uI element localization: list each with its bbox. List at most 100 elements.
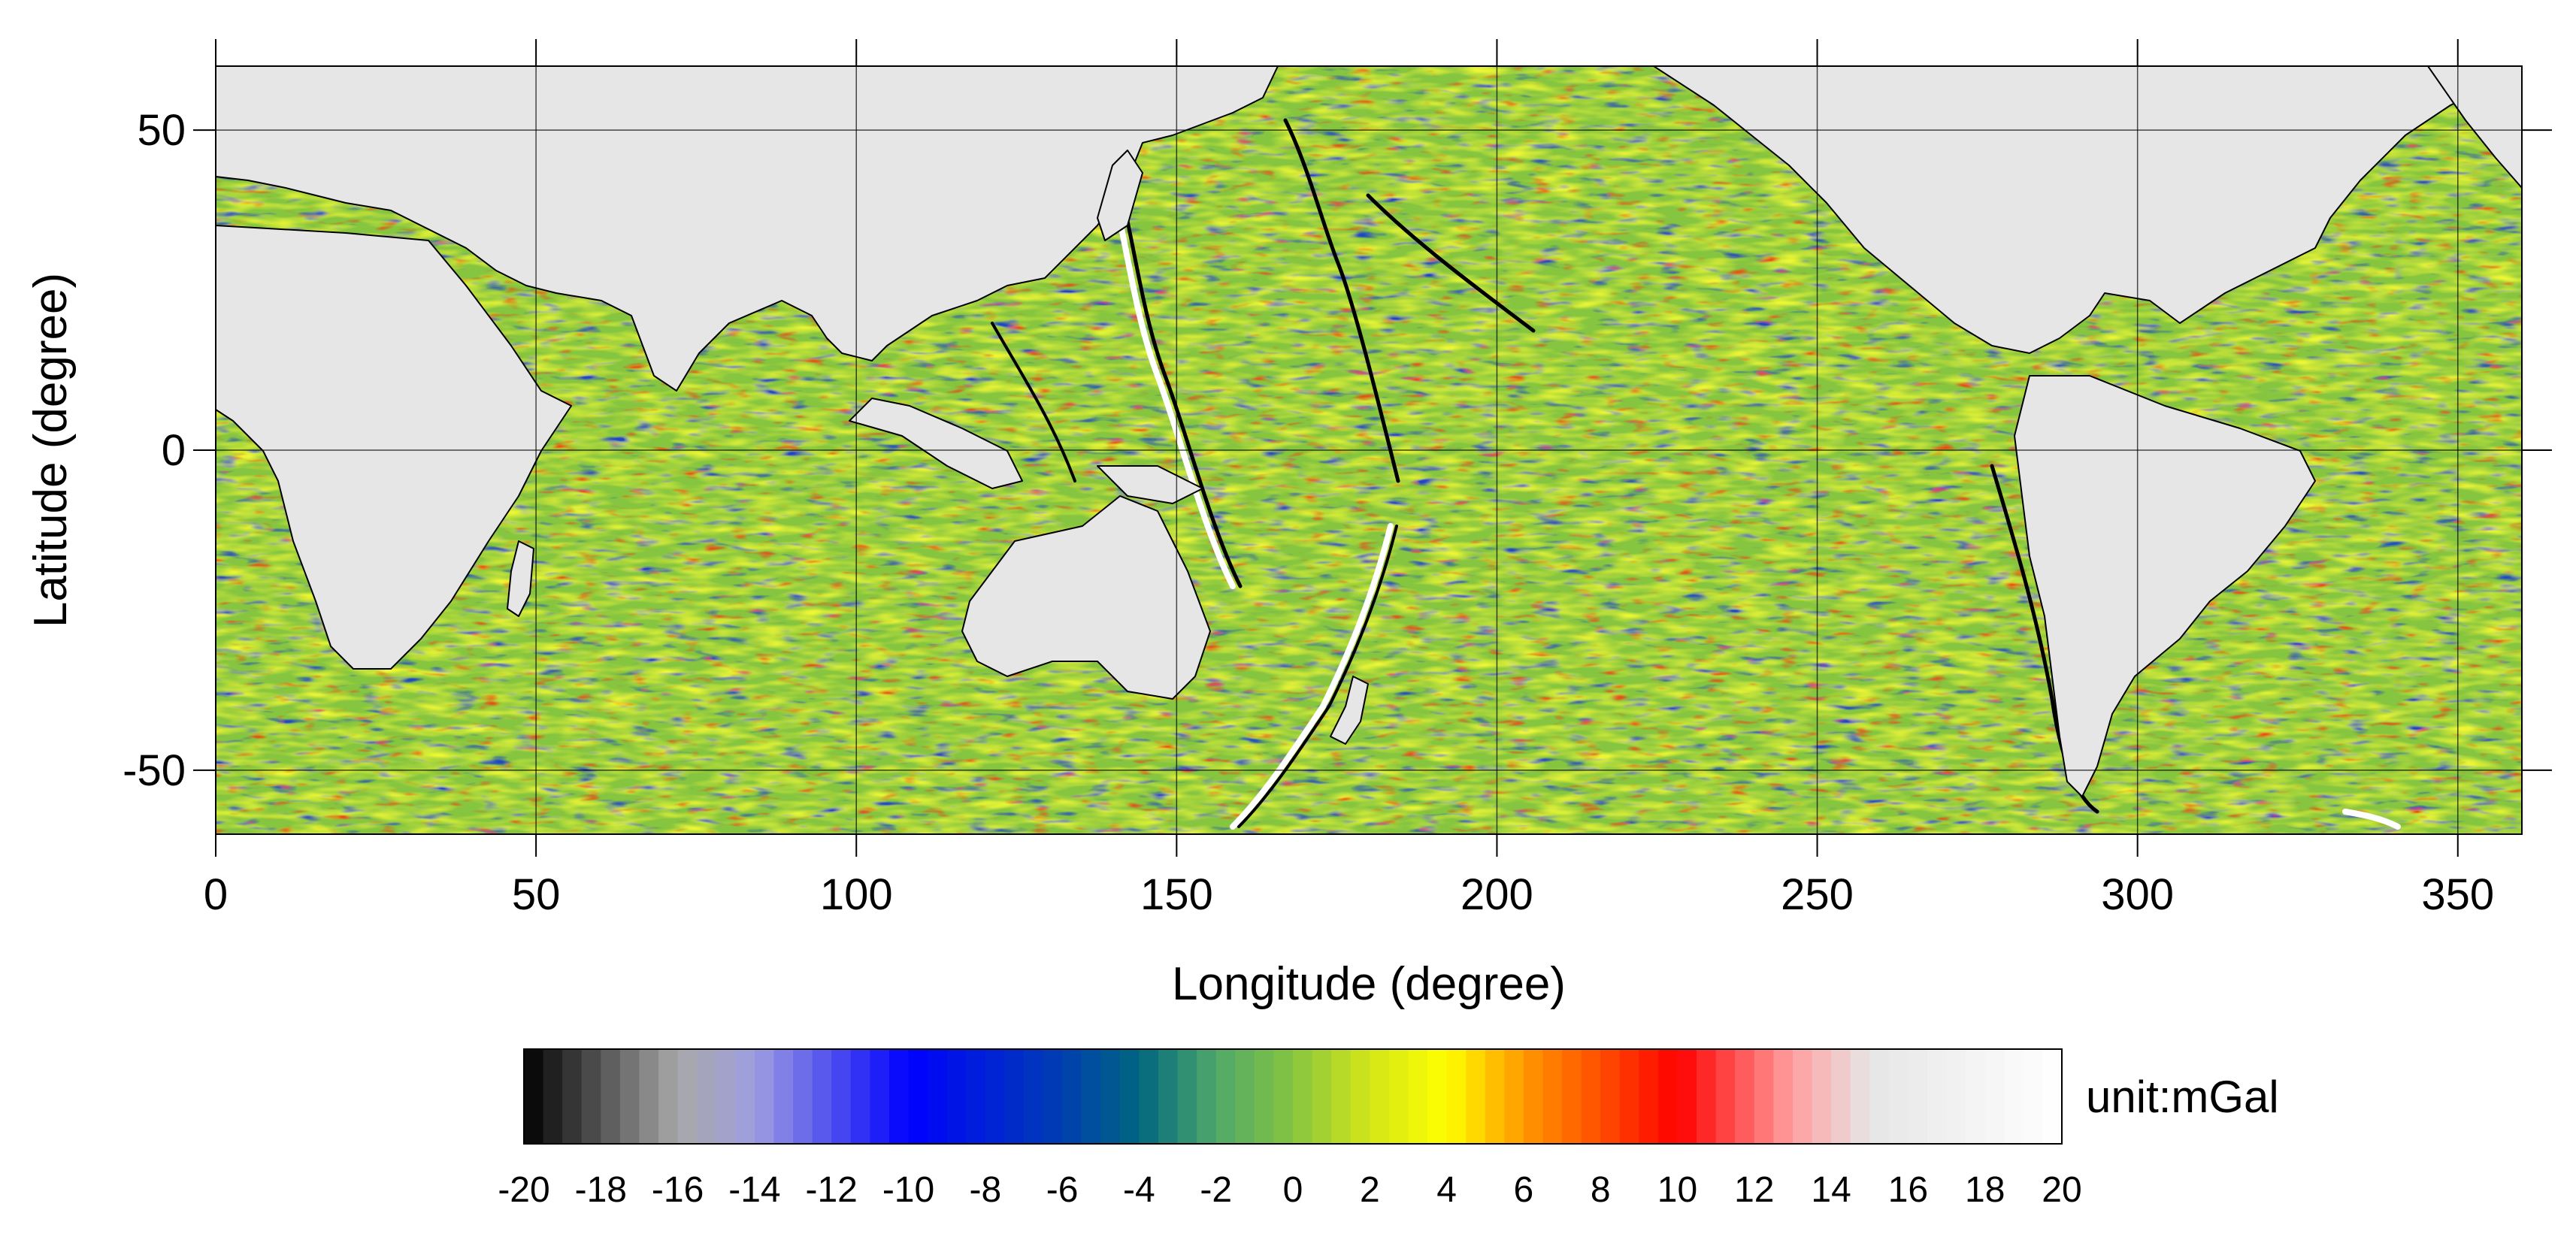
colorbar-swatch [735, 1049, 755, 1144]
colorbar-swatch [639, 1049, 659, 1144]
colorbar-swatch [1197, 1049, 1217, 1144]
landmass-new-zealand [1330, 676, 1369, 745]
colorbar-tick-label: -6 [1046, 1170, 1079, 1210]
landmass-maritime-se-asia [849, 398, 1023, 489]
colorbar-swatch [1639, 1049, 1659, 1144]
colorbar-tick-label: 6 [1514, 1170, 1534, 1210]
landmass-australia [961, 495, 1211, 700]
x-axis-title: Longitude (degree) [1172, 958, 1566, 1010]
colorbar-swatch [1581, 1049, 1601, 1144]
colorbar-unit-label: unit:mGal [2086, 1072, 2279, 1122]
colorbar-swatch [1888, 1049, 1909, 1144]
land-masses [216, 66, 2522, 797]
colorbar-swatch [985, 1049, 1005, 1144]
colorbar-swatch [1273, 1049, 1294, 1144]
colorbar-swatch [1946, 1049, 1966, 1144]
colorbar-swatch [1657, 1049, 1678, 1144]
colorbar-swatch [1004, 1049, 1025, 1144]
colorbar-swatch [1062, 1049, 1082, 1144]
colorbar-swatch [1504, 1049, 1524, 1144]
colorbar-swatch [1466, 1049, 1486, 1144]
x-tick-label: 50 [512, 870, 561, 919]
y-tick-label: 50 [137, 106, 186, 155]
y-tick-label: -50 [123, 746, 186, 795]
colorbar-swatch [2004, 1049, 2024, 1144]
landmass-south-america [2014, 375, 2316, 797]
landmass-japan [1097, 150, 1143, 241]
colorbar-swatch [754, 1049, 775, 1144]
colorbar-swatch [543, 1049, 563, 1144]
landmass-greenland [2427, 66, 2522, 189]
colorbar-swatch [1600, 1049, 1621, 1144]
colorbar-swatch [773, 1049, 794, 1144]
colorbar-tick-label: -14 [728, 1170, 780, 1210]
colorbar-swatch [1100, 1049, 1121, 1144]
colorbar-swatch [1831, 1049, 1851, 1144]
colorbar-swatch [1158, 1049, 1179, 1144]
colorbar-tick-label: -10 [882, 1170, 934, 1210]
colorbar-swatch [1119, 1049, 1140, 1144]
colorbar-swatch [1023, 1049, 1044, 1144]
colorbar-tick-label: 14 [1811, 1170, 1851, 1210]
x-axis: 0 50 100 150 200 250 300 350 [204, 39, 2494, 919]
colorbar-swatch [1331, 1049, 1352, 1144]
colorbar-tick-label: 12 [1734, 1170, 1774, 1210]
colorbar-swatch [562, 1049, 583, 1144]
colorbar-tick-label: 0 [1283, 1170, 1303, 1210]
colorbar-swatch [1427, 1049, 1448, 1144]
colorbar-swatch [1485, 1049, 1505, 1144]
x-tick-label: 150 [1140, 870, 1213, 919]
colorbar-swatch [1446, 1049, 1467, 1144]
colorbar-swatch [966, 1049, 986, 1144]
colorbar-swatch [1408, 1049, 1428, 1144]
colorbar-swatch [1619, 1049, 1639, 1144]
colorbar-swatch [1966, 1049, 1986, 1144]
colorbar-swatch [1177, 1049, 1197, 1144]
colorbar-swatch [677, 1049, 698, 1144]
colorbar-swatch [1908, 1049, 1928, 1144]
colorbar-tick-label: 4 [1436, 1170, 1457, 1210]
colorbar-swatch [601, 1049, 621, 1144]
colorbar-swatch [2042, 1049, 2063, 1144]
colorbar-swatch [1523, 1049, 1544, 1144]
x-tick-label: 300 [2101, 870, 2174, 919]
colorbar-swatch [1735, 1049, 1755, 1144]
colorbar-swatch [1235, 1049, 1255, 1144]
colorbar-frame [523, 1048, 2063, 1145]
colorbar-tick-label: -18 [575, 1170, 627, 1210]
colorbar-swatch [716, 1049, 736, 1144]
colorbar-swatch [831, 1049, 852, 1144]
colorbar-swatch [1984, 1049, 2005, 1144]
colorbar-swatch [850, 1049, 870, 1144]
colorbar-swatch [1388, 1049, 1409, 1144]
colorbar-swatch [581, 1049, 601, 1144]
y-axis: 50 0 -50 [123, 106, 2552, 795]
colorbar-tick-label: -20 [498, 1170, 549, 1210]
colorbar-swatch [1139, 1049, 1159, 1144]
colorbar-swatch [1715, 1049, 1736, 1144]
colorbar-tick-label: 2 [1360, 1170, 1380, 1210]
colorbar-swatch [2023, 1049, 2044, 1144]
colorbar-swatch [1293, 1049, 1313, 1144]
colorbar-swatch [870, 1049, 890, 1144]
colorbar-swatch [793, 1049, 813, 1144]
colorbar-tick-label: 8 [1591, 1170, 1611, 1210]
colorbar-swatch [946, 1049, 967, 1144]
colorbar-swatch [1812, 1049, 1832, 1144]
colorbar-swatch [1370, 1049, 1390, 1144]
x-tick-label: 250 [1781, 870, 1854, 919]
colorbar-swatch [908, 1049, 928, 1144]
colorbar-swatch [1350, 1049, 1370, 1144]
colorbar-swatch [1773, 1049, 1794, 1144]
colorbar-swatch [1081, 1049, 1101, 1144]
colorbar-tick-label: -12 [806, 1170, 858, 1210]
colorbar-swatch [1677, 1049, 1697, 1144]
x-tick-label: 0 [204, 870, 228, 919]
colorbar-swatch [1869, 1049, 1890, 1144]
y-axis-title: Latitude (degree) [25, 273, 77, 628]
colorbar-swatch [1312, 1049, 1332, 1144]
colorbar-tick-label: -4 [1123, 1170, 1155, 1210]
colorbar-swatch [1850, 1049, 1870, 1144]
colorbar-swatch [1792, 1049, 1813, 1144]
colorbar-tick-labels: -20 -18 -16 -14 -12 -10 -8 -6 -4 -2 0 2 4 6 8 10 12 14 16 1… [498, 1170, 2081, 1210]
